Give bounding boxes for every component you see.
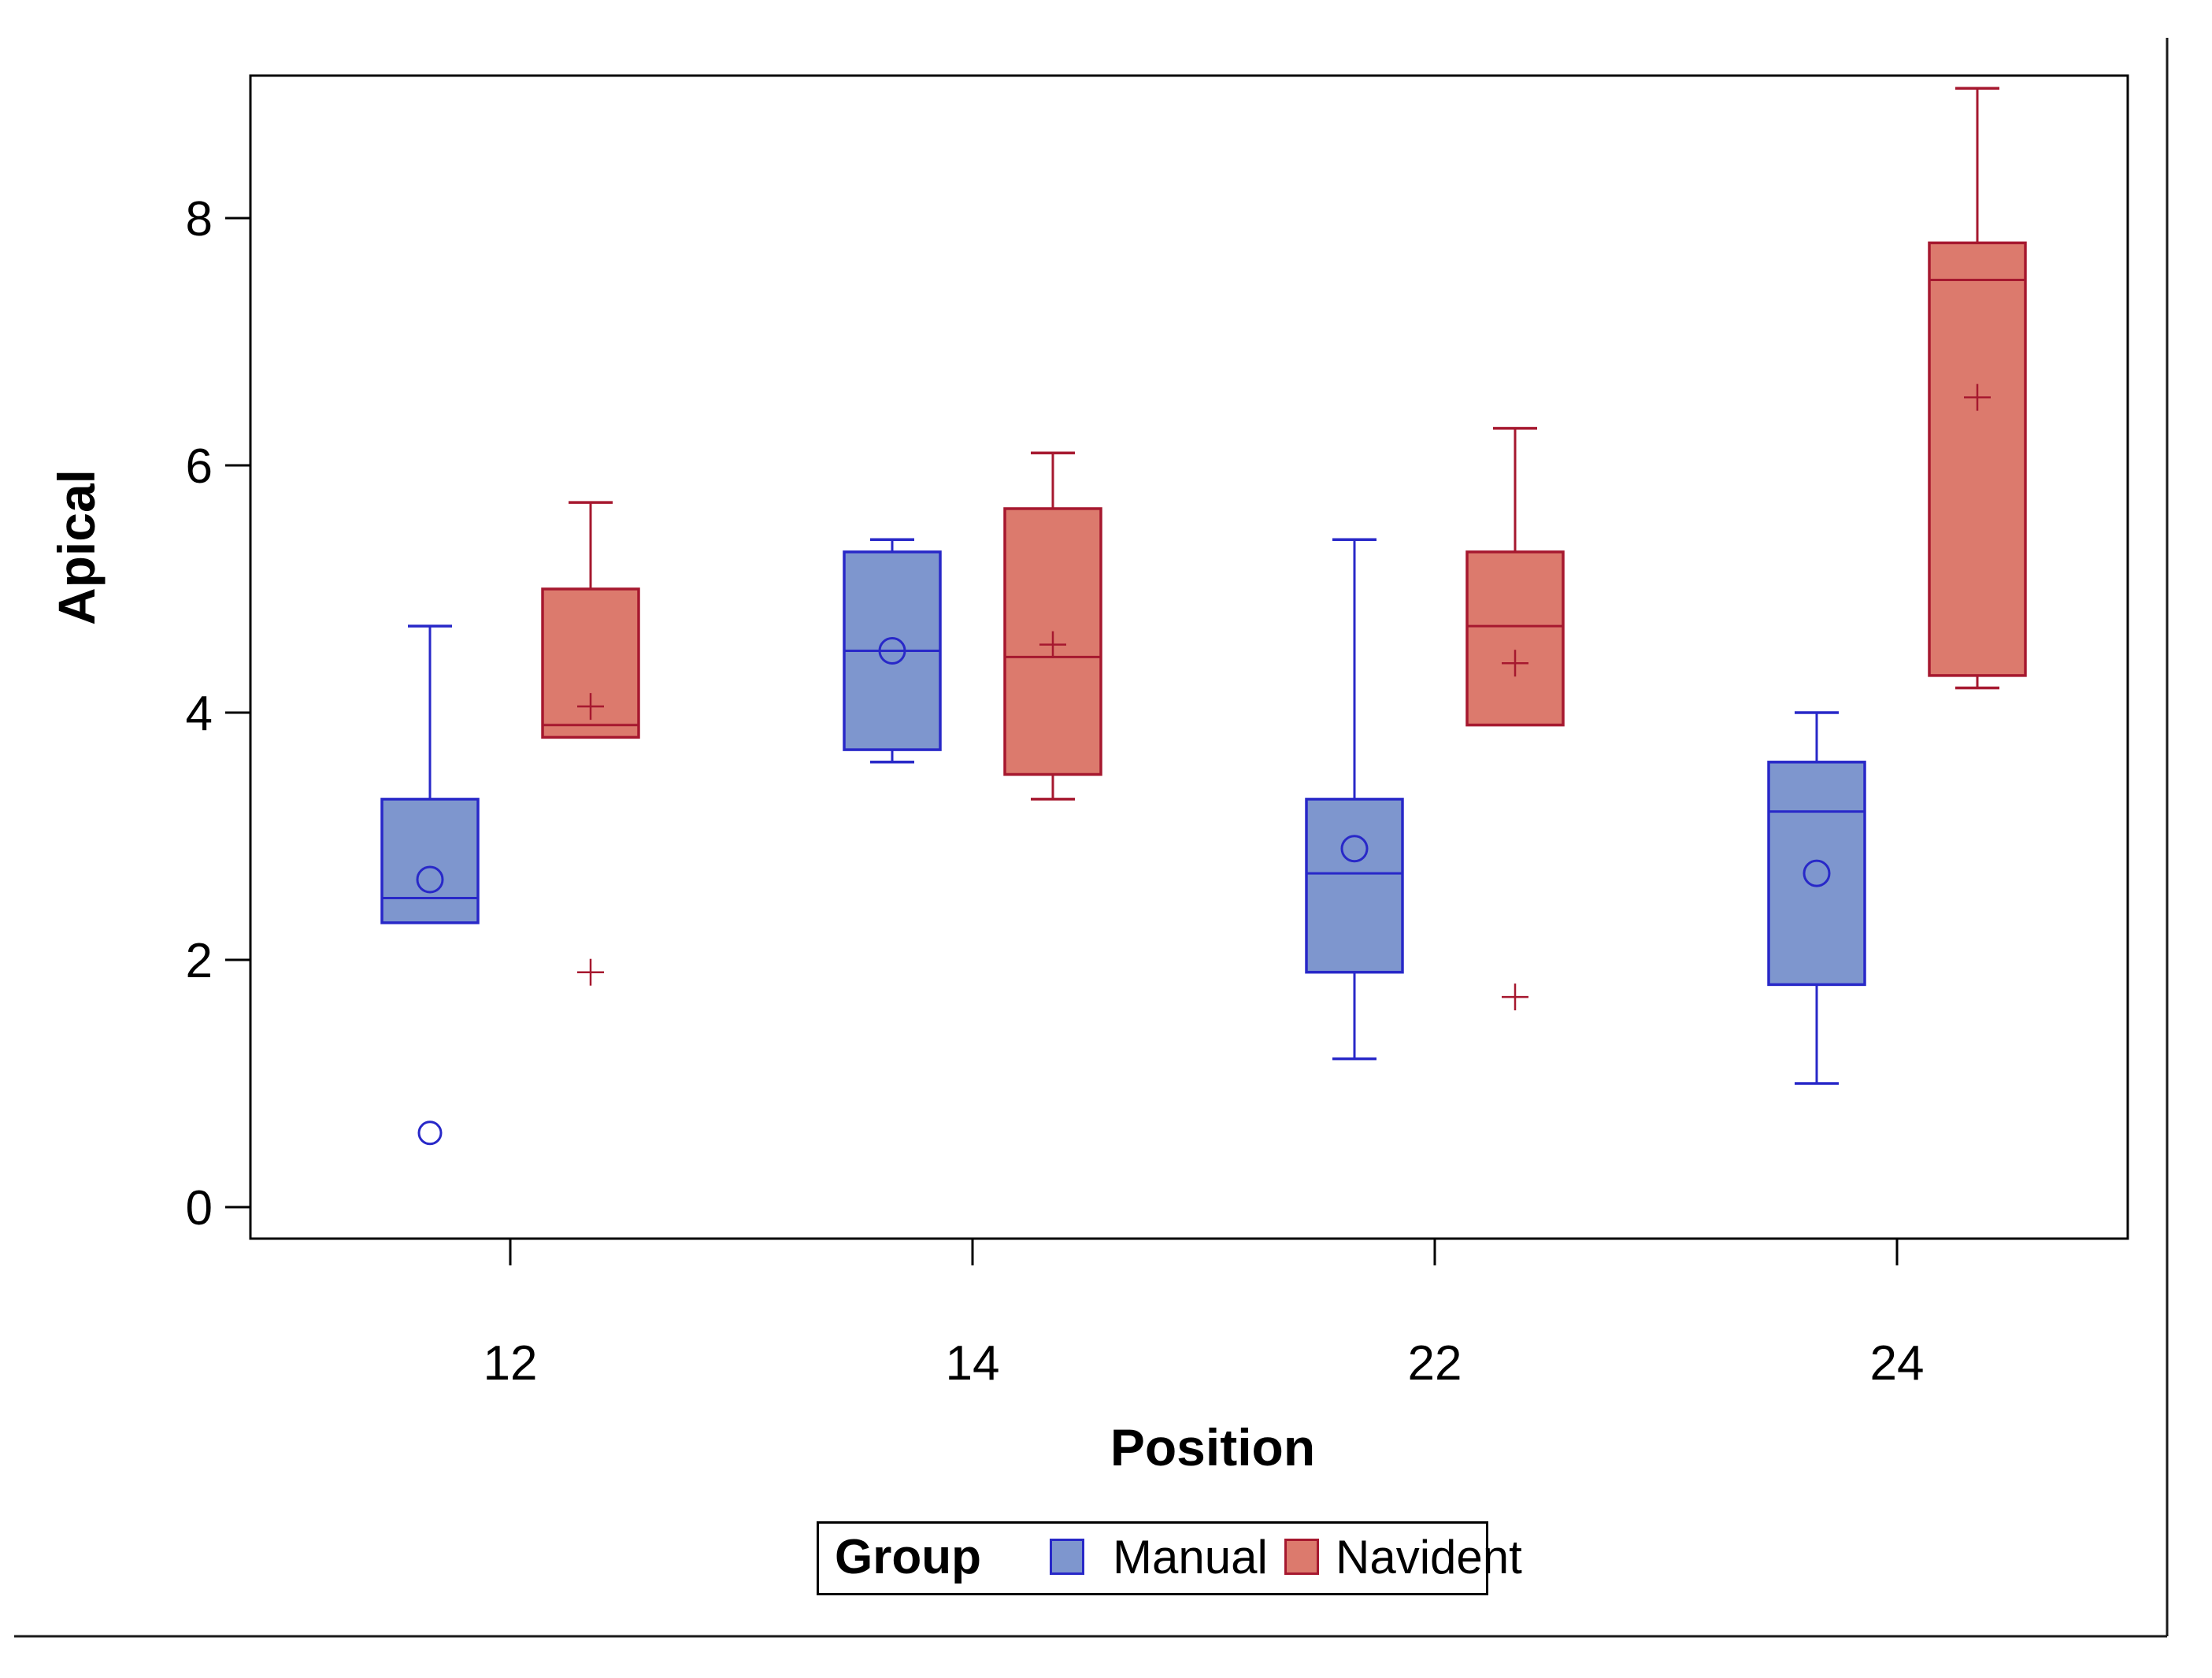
box-12-navident: [541, 587, 640, 739]
legend-swatch-manual-icon: [1050, 1539, 1084, 1575]
box-22-manual-mean-marker: [1340, 835, 1369, 863]
y-tick-label-4: 4: [186, 687, 213, 741]
box-24-navident: [1928, 241, 2027, 677]
x-tick-label-22: 22: [1408, 1336, 1462, 1391]
x-tick-label-24: 24: [1870, 1336, 1925, 1391]
box-12-manual: [380, 798, 480, 924]
legend-swatch-navident-icon: [1284, 1539, 1319, 1575]
x-axis-title: Position: [1110, 1418, 1316, 1476]
box-24-manual-mean-marker: [1803, 859, 1831, 887]
x-tick-label-12: 12: [484, 1336, 538, 1391]
box-22-manual: [1305, 798, 1404, 974]
legend-title: Group: [835, 1530, 981, 1585]
plot-frame: [249, 74, 2129, 1240]
x-tick-label-14: 14: [946, 1336, 1000, 1391]
legend-label-navident: Navident: [1336, 1531, 1522, 1584]
y-axis-title: Apical: [47, 469, 106, 626]
box-12-manual-mean-marker: [416, 865, 444, 894]
y-tick-label-2: 2: [186, 934, 213, 988]
box-22-navident: [1465, 550, 1565, 727]
box-24-manual: [1767, 761, 1866, 987]
legend: Group Manual Navident: [817, 1521, 1522, 1595]
legend-label-manual: Manual: [1113, 1531, 1268, 1584]
box-14-manual-mean-marker: [878, 637, 906, 665]
y-tick-label-6: 6: [186, 439, 213, 494]
y-tick-label-0: 0: [186, 1181, 213, 1235]
box-12-manual-outlier-0: [417, 1121, 443, 1146]
y-tick-label-8: 8: [186, 192, 213, 246]
